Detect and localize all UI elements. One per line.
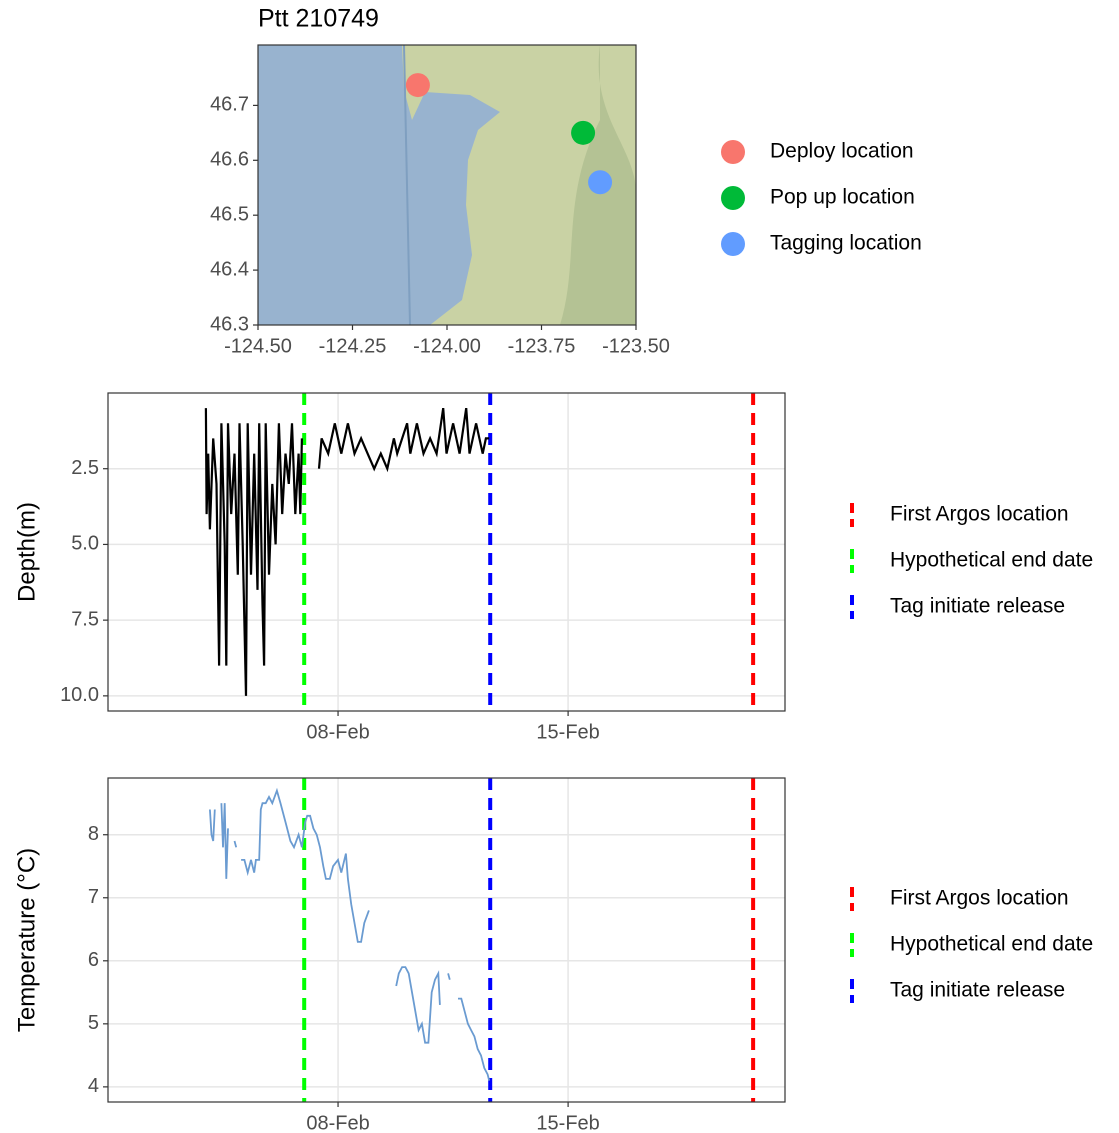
- legend-label: Tag initiate release: [890, 595, 1065, 618]
- legend-label: Hypothetical end date: [890, 549, 1093, 572]
- y-axis-title: Depth(m): [13, 502, 40, 602]
- x-tick-label: -124.25: [319, 335, 387, 357]
- y-axis-title: Temperature (°C): [13, 848, 40, 1032]
- chart-title: Ptt 210749: [258, 5, 379, 33]
- y-tick-label: 7.5: [71, 608, 99, 630]
- y-tick-label: 2.5: [71, 457, 99, 479]
- y-tick-label: 4: [88, 1075, 99, 1097]
- panel-border: [107, 777, 786, 1103]
- legend-label: Tagging location: [770, 232, 922, 255]
- x-tick-label: 15-Feb: [536, 721, 599, 743]
- y-tick-label: 6: [88, 949, 99, 971]
- legend-label: Tag initiate release: [890, 979, 1065, 1002]
- legend-label: Hypothetical end date: [890, 933, 1093, 956]
- x-tick-label: -124.50: [224, 335, 292, 357]
- y-tick-label: 46.5: [210, 203, 249, 225]
- point: [588, 170, 613, 195]
- x-tick-label: -123.75: [508, 335, 576, 357]
- surf-line: [403, 45, 411, 325]
- x-tick-label: 15-Feb: [536, 1112, 599, 1133]
- data-line: [209, 787, 491, 1081]
- water: [258, 45, 500, 325]
- map-background: [258, 45, 636, 325]
- data-line: [204, 407, 490, 696]
- legend-label: Pop up location: [770, 186, 915, 209]
- legend-key: [721, 140, 745, 164]
- y-tick-label: 46.7: [210, 94, 249, 116]
- legend-label: First Argos location: [890, 887, 1069, 910]
- panel-border: [107, 392, 786, 712]
- y-tick-label: 46.4: [210, 258, 249, 280]
- x-tick-label: 08-Feb: [306, 1112, 369, 1133]
- y-tick-label: 5.0: [71, 533, 99, 555]
- y-tick-label: 5: [88, 1012, 99, 1034]
- point: [571, 120, 596, 145]
- legend-key: [721, 232, 745, 256]
- y-tick-label: 10.0: [60, 684, 99, 706]
- point: [405, 73, 430, 98]
- y-tick-label: 7: [88, 886, 99, 908]
- x-tick-label: 08-Feb: [306, 721, 369, 743]
- y-tick-label: 46.3: [210, 313, 249, 335]
- legend-label: First Argos location: [890, 503, 1069, 526]
- legend-label: Deploy location: [770, 140, 914, 163]
- x-tick-label: -123.50: [602, 335, 670, 357]
- y-tick-label: 8: [88, 823, 99, 845]
- y-tick-label: 46.6: [210, 149, 249, 171]
- legend-key: [721, 186, 745, 210]
- x-tick-label: -124.00: [413, 335, 481, 357]
